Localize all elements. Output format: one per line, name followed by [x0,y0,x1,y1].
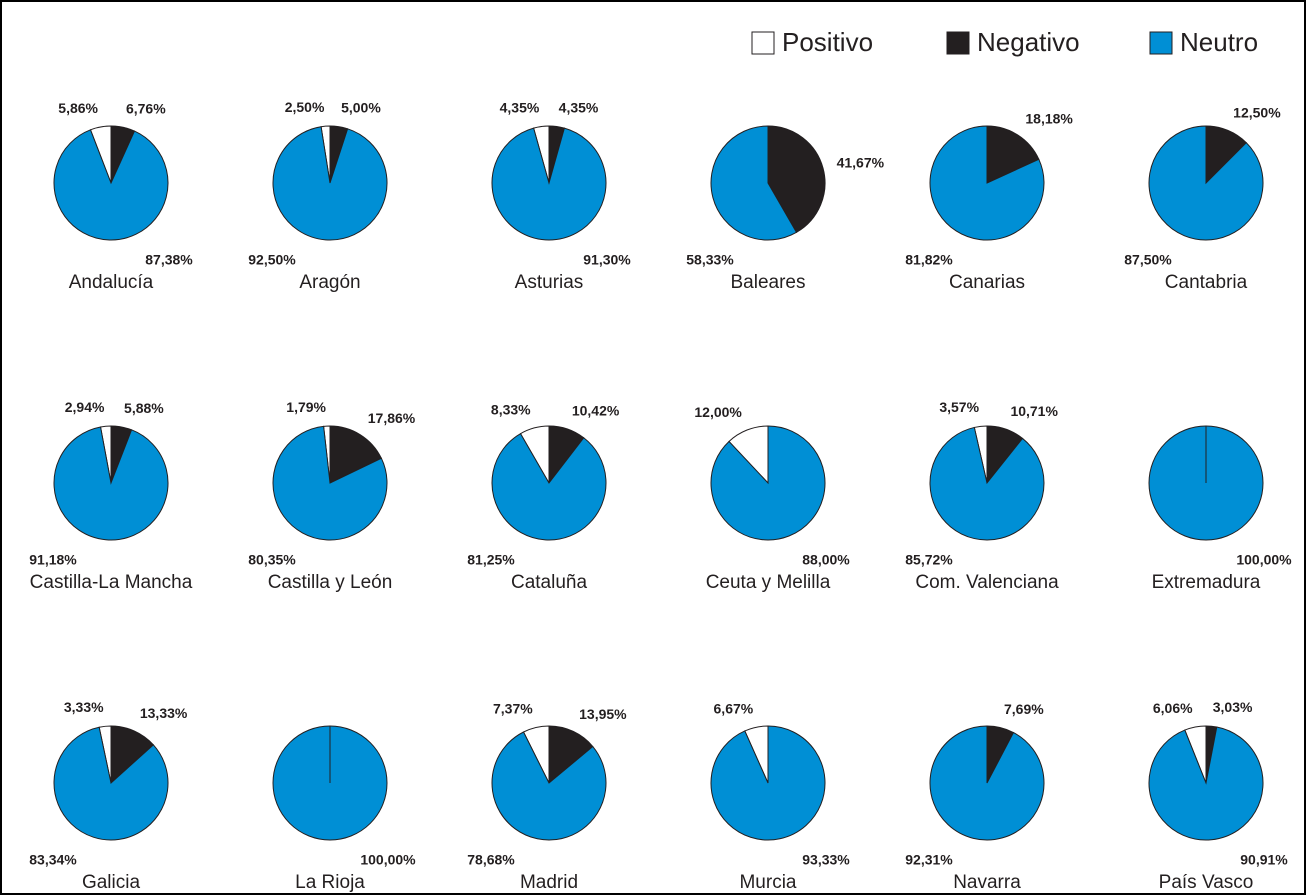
value-label: 90,91% [1240,852,1288,868]
value-label: 100,00% [360,852,416,868]
pie-title: Com. Valenciana [915,572,1059,593]
value-label: 78,68% [467,852,515,868]
value-label: 80,35% [248,552,296,568]
value-label: 12,50% [1233,104,1281,120]
pie-slice [53,726,169,841]
value-label: 87,50% [1124,252,1172,268]
legend-swatch [946,31,970,55]
legend-label: Negativo [977,27,1080,57]
value-label: 10,71% [1010,403,1058,419]
pie-title: Galicia [82,872,141,893]
pie-title: Baleares [731,272,806,293]
pie-title: Cantabria [1165,272,1248,293]
pie-slice [929,725,1045,841]
pie-title: País Vasco [1159,872,1254,893]
value-label: 2,94% [65,399,105,415]
value-label: 93,33% [802,852,850,868]
value-label: 92,50% [248,252,296,268]
pie-title: Extremadura [1152,572,1261,593]
pie-slice [53,129,169,241]
pie-title: Aragón [299,272,360,293]
value-label: 88,00% [802,552,850,568]
pie-title: Cataluña [511,572,587,593]
value-label: 5,00% [341,100,381,116]
pie-title: La Rioja [295,872,365,893]
value-label: 85,72% [905,552,953,568]
pie-slice [491,432,607,541]
pie-slice [710,425,826,541]
value-label: 92,31% [905,852,953,868]
pie-title: Andalucía [69,272,154,293]
pie-slice [329,425,383,484]
value-label: 13,95% [579,706,627,722]
value-label: 81,82% [905,252,953,268]
value-label: 10,42% [572,403,620,419]
value-label: 7,69% [1004,701,1044,717]
value-label: 18,18% [1025,111,1073,127]
value-label: 3,33% [64,699,104,715]
value-label: 13,33% [140,705,188,721]
pie-slice [272,126,388,241]
pie-slice [491,127,607,241]
value-label: 1,79% [286,399,326,415]
legend-label: Neutro [1180,27,1258,57]
pie-title: Murcia [739,872,796,893]
pie-slice [1148,125,1264,241]
value-label: 5,86% [58,100,98,116]
pie-slice [1148,726,1264,841]
value-label: 8,33% [491,401,531,417]
value-label: 6,76% [126,100,166,116]
pie-title: Castilla y León [268,572,393,593]
pie-slice [929,125,1045,241]
value-label: 6,06% [1153,700,1193,716]
legend-swatch [751,31,775,55]
value-label: 12,00% [694,404,742,420]
pie-title: Ceuta y Melilla [706,572,831,593]
pie-title: Canarias [949,272,1025,293]
value-label: 83,34% [29,852,77,868]
value-label: 3,03% [1213,699,1253,715]
value-label: 7,37% [493,701,533,717]
pie-title: Madrid [520,872,578,893]
pie-slice [710,725,826,841]
value-label: 58,33% [686,252,734,268]
pie-slice [710,125,798,241]
value-label: 91,18% [29,552,77,568]
value-label: 6,67% [714,700,754,716]
value-label: 4,35% [559,99,599,115]
value-label: 4,35% [500,99,540,115]
value-label: 5,88% [124,400,164,416]
value-label: 41,67% [837,154,885,170]
value-label: 91,30% [583,252,631,268]
legend-label: Positivo [782,27,873,57]
value-label: 100,00% [1236,552,1292,568]
pie-slice [53,426,169,541]
pie-slice [767,125,826,234]
pie-slice [272,425,388,541]
value-label: 87,38% [145,252,193,268]
pie-title: Castilla-La Mancha [30,572,193,593]
pie-slice [986,125,1040,184]
pie-slice [491,731,607,841]
value-label: 17,86% [368,410,416,426]
value-label: 3,57% [939,399,979,415]
pie-title: Asturias [515,272,584,293]
value-label: 81,25% [467,552,515,568]
pie-slice [929,426,1045,541]
legend-swatch [1149,31,1173,55]
pie-title: Navarra [953,872,1021,893]
value-label: 2,50% [285,99,325,115]
